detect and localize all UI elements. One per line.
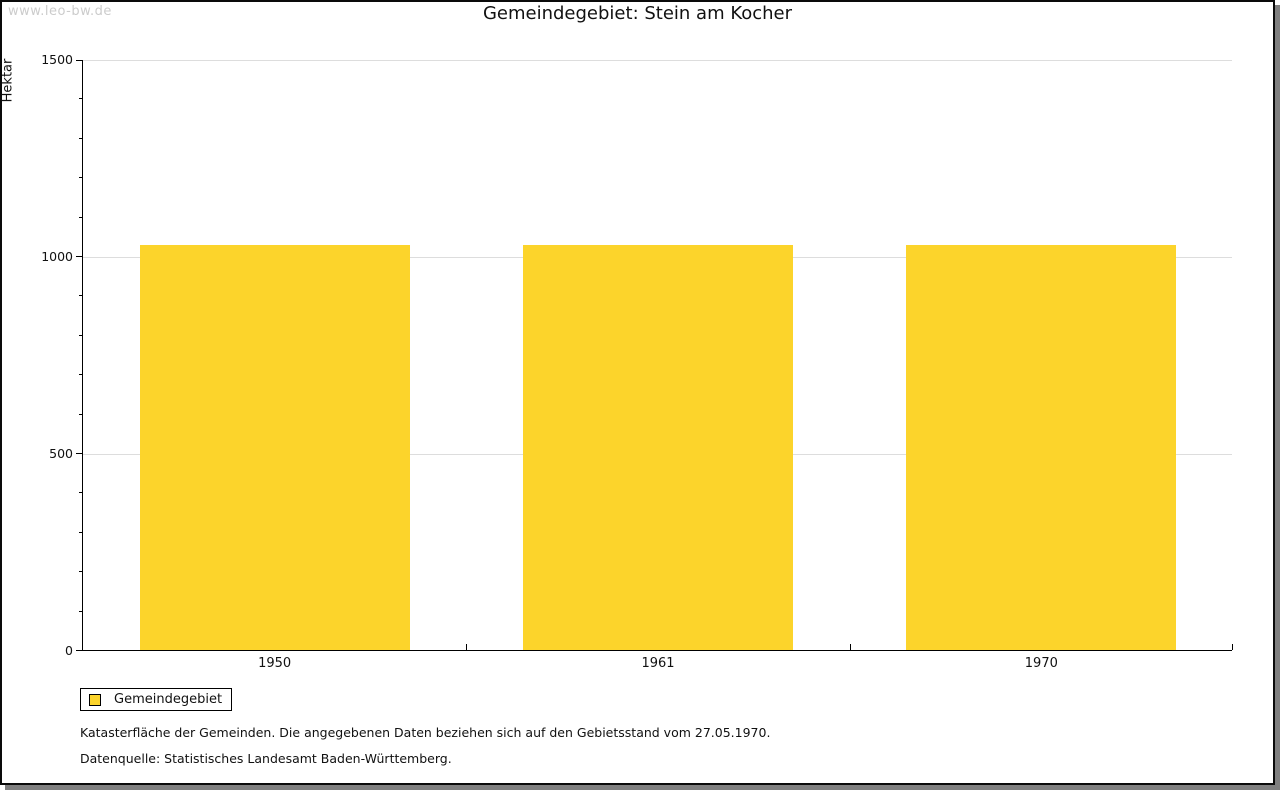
x-axis-tick-label: 1961 — [641, 656, 675, 671]
y-axis-tick-label: 500 — [49, 446, 73, 461]
x-axis-end-tick — [1232, 644, 1233, 650]
y-axis-minor-tick — [79, 216, 83, 218]
legend-swatch-icon — [89, 693, 101, 706]
y-axis-tick-labels: 0 500 1000 1500 — [2, 52, 73, 658]
y-axis-major-tick — [76, 60, 83, 61]
gridline — [83, 60, 1232, 61]
bar-1961 — [523, 245, 793, 650]
y-axis-minor-tick — [79, 374, 83, 376]
x-axis-boundary-tick — [849, 644, 851, 650]
bar-1950 — [139, 245, 410, 650]
y-axis-minor-tick — [79, 177, 83, 179]
footnote-source-note: Katasterfläche der Gemeinden. Die angege… — [80, 725, 771, 740]
chart-title: Gemeindegebiet: Stein am Kocher — [482, 3, 793, 24]
legend: Gemeindegebiet — [80, 688, 232, 711]
bar-1970 — [906, 245, 1177, 650]
y-axis-minor-tick — [79, 610, 83, 612]
legend-label: Gemeindegebiet — [114, 692, 223, 707]
x-axis-boundary-tick — [466, 644, 468, 650]
footnote-data-source: Datenquelle: Statistisches Landesamt Bad… — [80, 751, 452, 766]
y-axis-minor-tick — [79, 413, 83, 415]
y-axis-major-tick — [76, 453, 83, 454]
x-axis-tick-label: 1970 — [1024, 656, 1058, 671]
y-axis-minor-tick — [79, 531, 83, 533]
y-axis-tick-label: 1000 — [41, 249, 73, 264]
y-axis-minor-tick — [79, 98, 83, 100]
plot-area: 1950 1961 1970 — [76, 60, 1233, 671]
y-axis-major-tick — [76, 650, 83, 651]
y-axis-minor-tick — [79, 137, 83, 139]
watermark-leo-bw: www.leo-bw.de — [8, 4, 112, 19]
y-axis-minor-tick — [79, 571, 83, 573]
y-axis-minor-tick — [79, 295, 83, 297]
x-axis-tick-label: 1950 — [258, 656, 292, 671]
y-axis-minor-tick — [79, 492, 83, 494]
y-axis-minor-tick — [79, 334, 83, 336]
y-axis-tick-label: 1500 — [41, 52, 73, 67]
y-axis-tick-label: 0 — [65, 643, 73, 658]
y-axis-major-tick — [76, 256, 83, 257]
